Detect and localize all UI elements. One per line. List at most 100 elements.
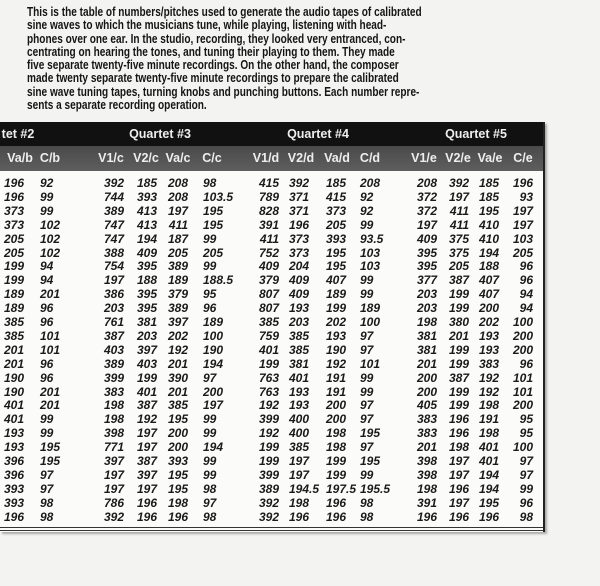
table-cell: 205 <box>167 245 188 260</box>
table-cell: 194 <box>478 481 499 496</box>
table-cell: 192 <box>136 412 157 427</box>
table-cell: 761 <box>103 315 124 329</box>
table-cell: 392 <box>258 509 279 524</box>
table-cell: 199 <box>448 356 469 371</box>
table-cell: 395 <box>416 259 437 274</box>
table-cell: 385 <box>3 315 24 329</box>
table-cell: 191 <box>478 412 499 427</box>
table-cell: 388 <box>103 245 124 260</box>
table-cell: 200 <box>326 398 347 413</box>
table-cell: 399 <box>258 467 279 482</box>
table-cell: 395 <box>136 301 157 316</box>
table-row: 385 96 761 381 397 189 385 203 202 100 198 380 202 10… <box>0 315 543 329</box>
table-cell: 199 <box>136 370 157 385</box>
table-cell: 190 <box>3 384 24 399</box>
intro-line: phones over one ear. In the studio, reco… <box>27 31 406 46</box>
table-cell: 198 <box>167 495 188 510</box>
table-cell: 191 <box>326 384 347 399</box>
table-cell: 201 <box>3 356 24 371</box>
table-cell: 373 <box>3 203 24 218</box>
table-cell: 385 <box>289 342 310 357</box>
table-cell: 193 <box>3 426 24 441</box>
table-cell: 188 <box>478 259 499 274</box>
table-cell: 99 <box>519 481 533 496</box>
table-cell: 196 <box>167 509 188 524</box>
table-cell: 192 <box>478 384 499 399</box>
table-cell: 395 <box>416 245 437 260</box>
column-header: C/d <box>359 151 381 165</box>
table-cell: 92 <box>360 189 374 204</box>
table-cell: 192 <box>478 370 499 385</box>
table-cell: 205 <box>512 245 533 260</box>
table-cell: 200 <box>326 412 347 427</box>
table-cell: 199 <box>326 467 347 482</box>
table-cell: 189 <box>360 301 381 316</box>
table-cell: 411 <box>168 217 188 232</box>
table-cell: 410 <box>478 231 499 246</box>
table-cell: 199 <box>258 356 279 371</box>
column-header: V2/e <box>445 151 471 165</box>
table-cell: 194 <box>478 467 499 482</box>
column-header: V1/e <box>411 151 437 165</box>
table-cell: 96 <box>40 370 54 385</box>
table-cell: 400 <box>289 426 310 441</box>
table-cell: 99 <box>203 259 217 274</box>
table-cell: 97 <box>40 467 54 482</box>
table-cell: 205 <box>448 259 469 274</box>
table-cell: 191 <box>326 370 347 385</box>
table-cell: 99 <box>40 189 54 204</box>
table-cell: 407 <box>478 287 499 302</box>
table-cell: 197.5 <box>326 481 357 496</box>
table-cell: 97 <box>203 370 217 385</box>
table-cell: 807 <box>258 287 279 302</box>
column-header: Va/b <box>7 151 33 165</box>
table-cell: 411 <box>449 217 469 232</box>
table-cell: 747 <box>103 217 124 232</box>
table-cell: 193 <box>478 328 499 343</box>
table-cell: 385 <box>167 398 188 413</box>
table-cell: 383 <box>416 412 437 427</box>
column-header: V1/c <box>98 151 124 165</box>
table-cell: 403 <box>103 342 124 357</box>
table-row: 401 99 198 192 195 99 399 400 200 97 383 196 191 95 <box>0 412 543 426</box>
table-cell: 194.5 <box>289 481 320 496</box>
table-cell: 387 <box>103 328 124 343</box>
table-cell: 103 <box>360 245 381 260</box>
table-cell: 205 <box>3 245 24 260</box>
table-cell: 185 <box>326 176 347 190</box>
table-cell: 397 <box>136 342 157 357</box>
table-cell: 100 <box>360 315 381 329</box>
table-cell: 200 <box>203 384 224 399</box>
table-cell: 195 <box>478 495 499 510</box>
table-cell: 771 <box>103 440 124 455</box>
table-cell: 415 <box>326 189 347 204</box>
table-cell: 385 <box>3 328 24 343</box>
table-cell: 103 <box>512 231 533 246</box>
table-cell: 383 <box>478 356 499 371</box>
table-row: 373 102 747 413 411 195 391 196 205 99 197 411 410 19… <box>0 218 543 232</box>
table-cell: 373 <box>289 231 310 246</box>
table-cell: 189 <box>203 315 224 329</box>
table-cell: 383 <box>416 426 437 441</box>
table-cell: 102 <box>40 245 61 260</box>
table-cell: 392 <box>448 176 469 190</box>
table-cell: 190 <box>326 342 347 357</box>
table-cell: 195 <box>360 454 381 468</box>
table-cell: 396 <box>3 454 24 468</box>
table-cell: 95 <box>519 426 533 441</box>
intro-line: sine wave tuning tapes, turning knobs an… <box>27 84 420 99</box>
table-cell: 98 <box>360 509 374 524</box>
table-row: 205 102 747 194 187 99 411 373 393 93.5 409 375 410 1… <box>0 232 543 246</box>
table-cell: 97 <box>360 328 374 343</box>
table-cell: 398 <box>103 426 124 441</box>
table-cell: 196 <box>289 509 310 524</box>
table-cell: 372 <box>416 189 437 204</box>
table-cell: 197 <box>103 467 124 482</box>
table-cell: 196 <box>136 495 157 510</box>
table-cell: 381 <box>289 356 310 371</box>
table-cell: 398 <box>416 454 437 468</box>
table-cell: 99 <box>203 454 217 468</box>
table-cell: 409 <box>289 287 310 302</box>
table-cell: 380 <box>448 315 469 329</box>
table-cell: 192 <box>258 398 279 413</box>
